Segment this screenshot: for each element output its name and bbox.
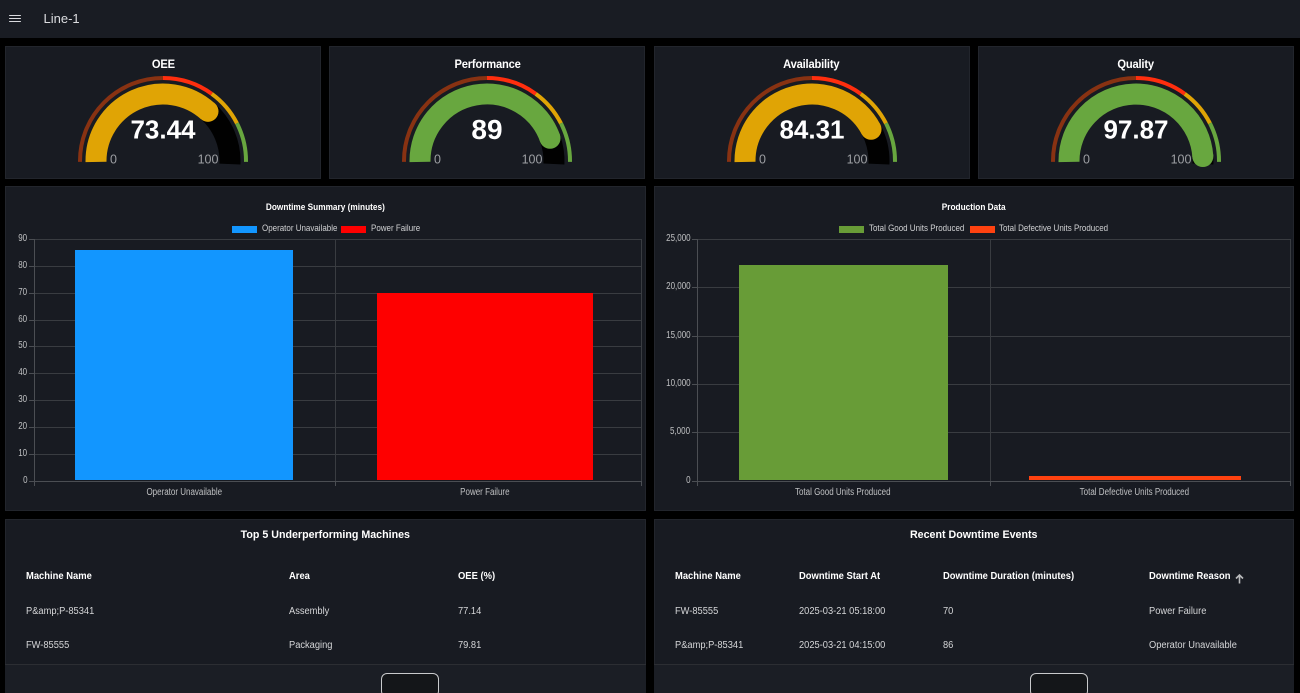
svg-text:0: 0 — [110, 152, 117, 166]
svg-text:100: 100 — [1171, 152, 1192, 166]
svg-text:89: 89 — [472, 114, 503, 145]
svg-text:100: 100 — [522, 152, 543, 166]
svg-text:100: 100 — [198, 152, 219, 166]
svg-text:84.31: 84.31 — [779, 114, 844, 144]
svg-text:97.87: 97.87 — [1103, 114, 1168, 144]
svg-text:0: 0 — [1083, 152, 1090, 166]
svg-text:0: 0 — [759, 152, 766, 166]
svg-text:0: 0 — [434, 152, 441, 166]
svg-text:73.44: 73.44 — [130, 114, 196, 144]
svg-text:100: 100 — [846, 152, 867, 166]
